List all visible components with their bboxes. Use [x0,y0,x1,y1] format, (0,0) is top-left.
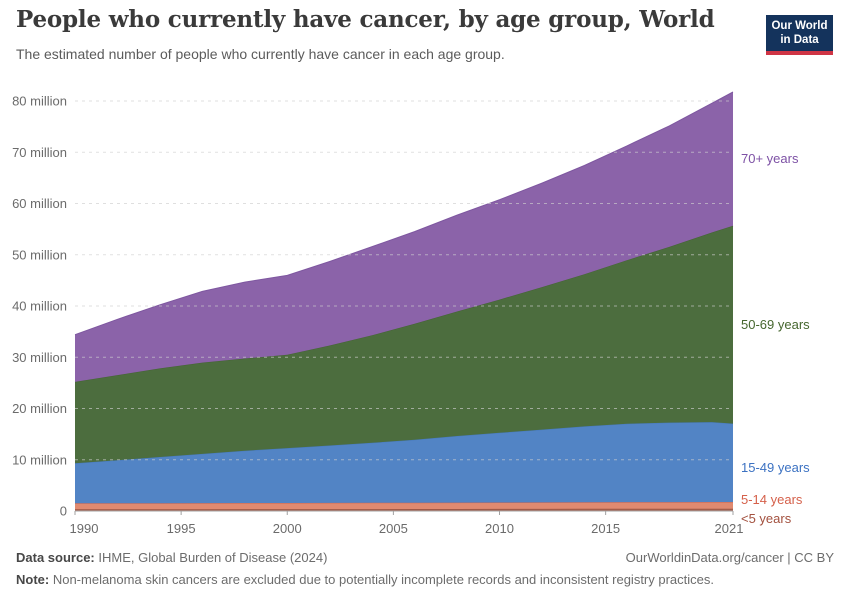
legend-label-70-plus[interactable]: 70+ years [741,151,799,166]
area-50-69[interactable] [75,225,733,464]
area-15-49[interactable] [75,422,733,504]
x-tick-label: 2005 [379,521,408,536]
y-tick-label: 30 million [12,350,67,365]
area-5-14[interactable] [75,502,733,510]
owid-logo-line1: Our World [771,20,828,32]
chart-footer: Data source: IHME, Global Burden of Dise… [16,547,834,591]
owid-logo[interactable]: Our World in Data [766,15,833,55]
note-text: Non-melanoma skin cancers are excluded d… [49,572,714,587]
y-tick-label: 80 million [12,94,67,109]
data-source-text: IHME, Global Burden of Disease (2024) [94,550,328,565]
y-tick-label: 20 million [12,401,67,416]
x-tick-label: 1995 [167,521,196,536]
x-tick-label: 2010 [485,521,514,536]
data-source-line: Data source: IHME, Global Burden of Dise… [16,547,327,569]
y-tick-label: 10 million [12,452,67,467]
x-tick-label: 1990 [70,521,99,536]
y-tick-label: 40 million [12,299,67,314]
legend-label-15-49[interactable]: 15-49 years [741,460,810,475]
y-tick-label: 60 million [12,196,67,211]
data-source-label: Data source: [16,550,95,565]
legend-label-5-14[interactable]: 5-14 years [741,492,803,507]
x-tick-label: 2015 [591,521,620,536]
x-tick-label: 2021 [715,521,744,536]
note-label: Note: [16,572,50,587]
legend-label-50-69[interactable]: 50-69 years [741,317,810,332]
owid-logo-line2: in Data [780,34,819,47]
page-subtitle: The estimated number of people who curre… [16,46,505,62]
note-line: Note: Non-melanoma skin cancers are excl… [16,569,714,591]
attribution-link[interactable]: OurWorldinData.org/cancer | CC BY [625,550,834,565]
y-tick-label: 0 [60,504,67,519]
y-tick-label: 70 million [12,145,67,160]
page-title: People who currently have cancer, by age… [16,6,715,33]
y-tick-label: 50 million [12,247,67,262]
area-70-plus[interactable] [75,92,733,382]
area-edge-70-plus [74,91,734,336]
x-tick-label: 2000 [273,521,302,536]
legend-label-under-5[interactable]: <5 years [741,511,792,526]
